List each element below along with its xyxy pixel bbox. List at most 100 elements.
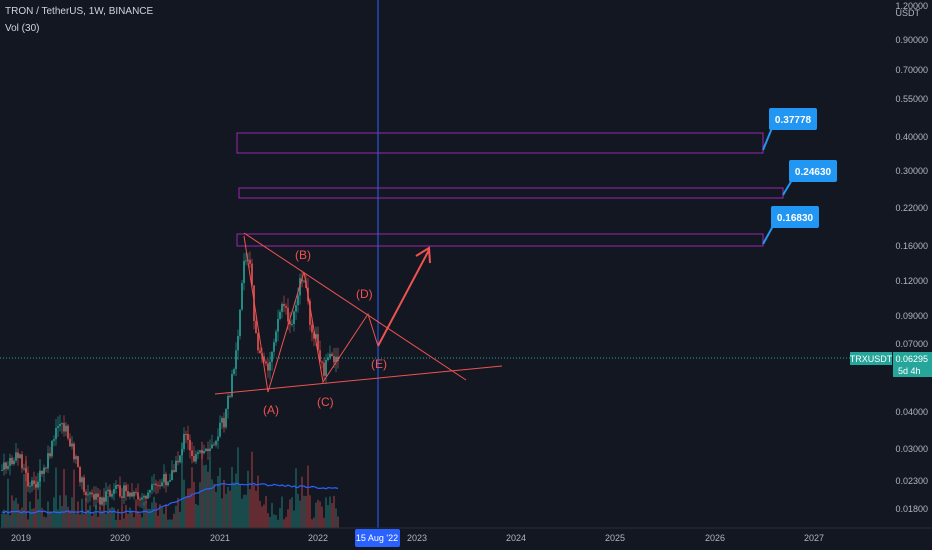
candle-body	[297, 295, 299, 306]
candle-body	[285, 306, 287, 308]
target-callout-3[interactable]: 0.16830	[762, 206, 819, 245]
candle-body	[39, 470, 41, 482]
candle-body	[15, 452, 17, 461]
projection-arrow-head	[415, 246, 431, 264]
candle-body	[277, 318, 279, 332]
candle-body	[127, 491, 129, 497]
volume-bar	[115, 519, 117, 528]
candle-body	[63, 423, 65, 432]
target-callout-1[interactable]: 0.37778	[762, 108, 817, 151]
candle-body	[23, 468, 25, 470]
volume-bar	[295, 468, 297, 528]
candle-body	[155, 483, 157, 486]
volume-bar	[211, 479, 213, 528]
volume-bar	[77, 501, 79, 528]
candle-body	[315, 334, 317, 339]
candle-body	[229, 395, 231, 397]
candle-body	[243, 260, 245, 283]
volume-bar	[253, 484, 255, 528]
candle-body	[141, 497, 143, 500]
candle-body	[73, 443, 75, 460]
candle-body	[313, 332, 315, 339]
volume-bar	[311, 519, 313, 528]
volume-bar	[277, 519, 279, 528]
candle-body	[159, 485, 161, 487]
candle-body	[77, 456, 79, 467]
candle-body	[13, 460, 15, 465]
price-label: 0.03000	[895, 444, 928, 454]
candle-body	[271, 351, 273, 362]
volume-bar	[333, 495, 335, 528]
target-zone-3[interactable]	[236, 233, 764, 247]
candle-body	[87, 494, 89, 496]
price-label: 0.04000	[895, 407, 928, 417]
volume-bar	[17, 503, 19, 528]
triangle-lower-line[interactable]	[214, 365, 503, 395]
volume-bar	[289, 499, 291, 528]
candle-body	[123, 485, 125, 498]
volume-bar	[251, 451, 253, 528]
volume-bars	[1, 441, 339, 528]
volume-bar	[275, 515, 277, 528]
target-zone-1[interactable]	[236, 132, 764, 154]
projection-arrow[interactable]	[377, 249, 430, 347]
volume-bar	[95, 504, 97, 528]
volume-bar	[123, 518, 125, 528]
candle-body	[255, 321, 257, 334]
volume-bar	[297, 493, 299, 528]
candle-body	[89, 492, 91, 495]
volume-bar	[91, 516, 93, 528]
candle-body	[279, 311, 281, 319]
candle-body	[115, 485, 117, 490]
candle-body	[237, 336, 239, 351]
volume-bar	[109, 508, 111, 528]
candle-body	[43, 467, 45, 474]
wave-label-b: (B)	[295, 248, 311, 262]
time-label: 2025	[605, 533, 625, 543]
target-zone-2[interactable]	[238, 187, 784, 199]
wave-label-e: (E)	[371, 357, 387, 371]
volume-bar	[153, 496, 155, 528]
svg-text:0.24630: 0.24630	[795, 167, 832, 178]
volume-bar	[205, 464, 207, 528]
price-label: 0.55000	[895, 94, 928, 104]
candle-body	[175, 460, 177, 472]
candle-body	[67, 425, 69, 439]
candle-body	[185, 433, 187, 435]
volume-bar	[207, 471, 209, 528]
volume-bar	[125, 505, 127, 528]
target-callout-2[interactable]: 0.24630	[782, 160, 837, 196]
volume-bar	[25, 455, 27, 528]
volume-bar	[103, 498, 105, 528]
volume-bar	[325, 497, 327, 528]
volume-indicator-label[interactable]: Vol (30)	[5, 23, 40, 34]
symbol-title[interactable]: TRON / TetherUS, 1W, BINANCE	[5, 6, 154, 17]
volume-bar	[331, 503, 333, 528]
volume-bar	[45, 517, 47, 528]
candle-body	[143, 495, 145, 498]
candle-body	[59, 424, 61, 427]
time-axis[interactable]: 2019 2020 2021 2022 2023 2024 2025 2026 …	[0, 527, 932, 547]
volume-bar	[3, 509, 5, 528]
volume-bar	[137, 511, 139, 528]
volume-bar	[5, 514, 7, 528]
candle-body	[321, 361, 323, 363]
candle-body	[103, 497, 105, 502]
candle-body	[21, 454, 23, 469]
candle-body	[85, 491, 87, 496]
candle-body	[239, 309, 241, 337]
candle-body	[37, 481, 39, 488]
candle-body	[309, 300, 311, 325]
candle-body	[263, 356, 265, 362]
price-label: 0.16000	[895, 241, 928, 251]
elliott-wave-path[interactable]	[243, 235, 379, 393]
volume-bar	[119, 519, 121, 528]
price-label: 0.12000	[895, 276, 928, 286]
price-axis[interactable]: 1.20000 USDT 0.90000 0.70000 0.55000 0.4…	[892, 0, 932, 528]
volume-bar	[169, 519, 171, 528]
volume-bar	[21, 507, 23, 528]
candle-body	[125, 485, 127, 492]
triangle-upper-line[interactable]	[243, 232, 467, 381]
symbol-price-tag[interactable]: TRXUSDT 0.06295 5d 4h	[850, 352, 932, 377]
